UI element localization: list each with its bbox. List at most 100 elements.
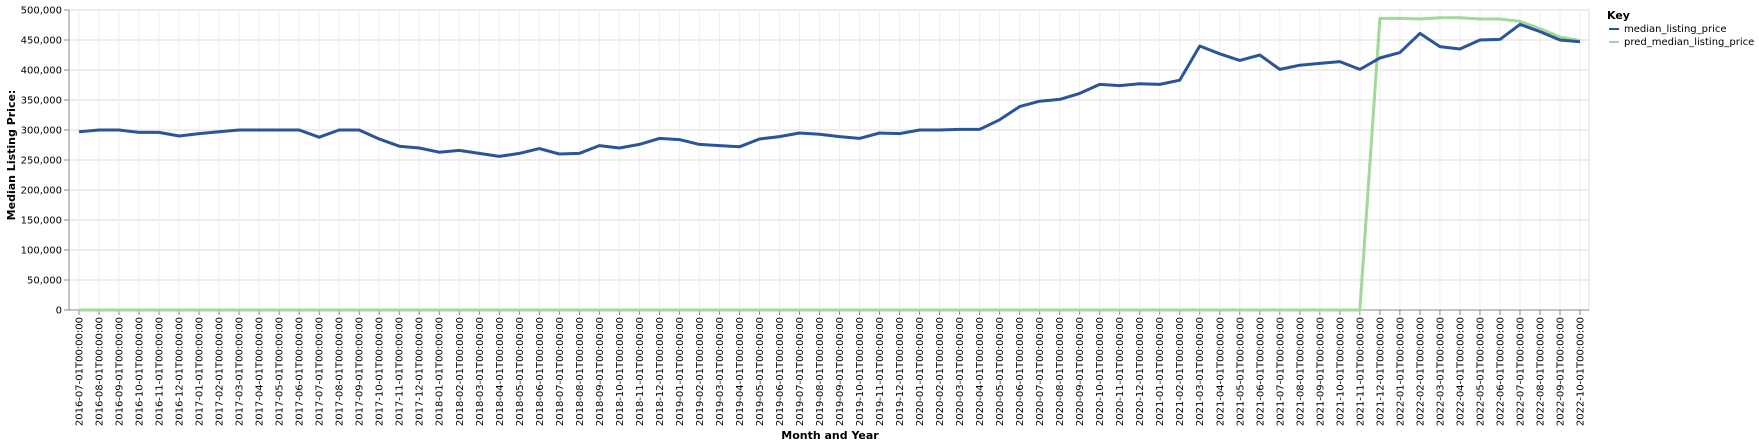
x-tick-label: 2020-02-01T00:00:00: [935, 317, 946, 426]
x-tick-label: 2016-11-01T00:00:00: [155, 317, 166, 426]
x-tick-label: 2018-09-01T00:00:00: [595, 317, 606, 426]
x-tick-label: 2017-01-01T00:00:00: [195, 317, 206, 426]
grid-lines: [68, 9, 1590, 311]
x-tick-label: 2018-10-01T00:00:00: [615, 317, 626, 426]
x-tick-label: 2020-11-01T00:00:00: [1115, 317, 1126, 426]
y-axis-title: Median Listing Price:: [5, 90, 18, 221]
x-tick-label: 2022-06-01T00:00:00: [1495, 317, 1506, 426]
x-tick-label: 2019-01-01T00:00:00: [675, 317, 686, 426]
x-tick-label: 2022-04-01T00:00:00: [1455, 317, 1466, 426]
x-tick-label: 2018-11-01T00:00:00: [635, 317, 646, 426]
x-tick-label: 2022-09-01T00:00:00: [1555, 317, 1566, 426]
x-axis-title: Month and Year: [781, 429, 879, 442]
x-tick-label: 2019-04-01T00:00:00: [735, 317, 746, 426]
x-tick-label: 2018-08-01T00:00:00: [575, 317, 586, 426]
y-tick-label: 350,000: [21, 96, 62, 107]
x-tick-label: 2018-06-01T00:00:00: [535, 317, 546, 426]
x-tick-label: 2021-11-01T00:00:00: [1355, 317, 1366, 426]
y-tick-label: 250,000: [21, 156, 62, 167]
x-tick-label: 2017-02-01T00:00:00: [215, 317, 226, 426]
x-tick-label: 2017-09-01T00:00:00: [355, 317, 366, 426]
legend: Key median_listing_price pred_median_list…: [1607, 9, 1754, 48]
x-tick-label: 2019-12-01T00:00:00: [895, 317, 906, 426]
x-tick-label: 2017-11-01T00:00:00: [395, 317, 406, 426]
x-tick-label: 2018-01-01T00:00:00: [435, 317, 446, 426]
x-tick-label: 2018-04-01T00:00:00: [495, 317, 506, 426]
x-tick-label: 2020-05-01T00:00:00: [995, 317, 1006, 426]
x-tick-label: 2016-07-01T00:00:00: [75, 317, 86, 426]
x-tick-label: 2019-08-01T00:00:00: [815, 317, 826, 426]
x-tick-label: 2016-09-01T00:00:00: [115, 317, 126, 426]
legend-label: pred_median_listing_price: [1624, 37, 1754, 48]
x-tick-label: 2017-06-01T00:00:00: [295, 317, 306, 426]
x-tick-label: 2017-08-01T00:00:00: [335, 317, 346, 426]
y-tick-label: 150,000: [21, 216, 62, 227]
x-tick-label: 2021-06-01T00:00:00: [1255, 317, 1266, 426]
y-tick-label: 500,000: [21, 6, 62, 17]
x-tick-label: 2019-09-01T00:00:00: [835, 317, 846, 426]
x-tick-label: 2017-07-01T00:00:00: [315, 317, 326, 426]
x-tick-label: 2018-02-01T00:00:00: [455, 317, 466, 426]
x-tick-label: 2021-10-01T00:00:00: [1335, 317, 1346, 426]
x-axis: 2016-07-01T00:00:00 2016-08-01T00:00:00 20…: [69, 309, 1589, 426]
legend-title: Key: [1607, 9, 1630, 22]
x-tick-label: 2018-12-01T00:00:00: [655, 317, 666, 426]
x-tick-label: 2020-12-01T00:00:00: [1135, 317, 1146, 426]
y-tick-label: 300,000: [21, 126, 62, 137]
y-tick-label: 50,000: [27, 276, 62, 287]
x-tick-label: 2019-05-01T00:00:00: [755, 317, 766, 426]
x-tick-label: 2020-08-01T00:00:00: [1055, 317, 1066, 426]
x-tick-label: 2021-07-01T00:00:00: [1275, 317, 1286, 426]
x-tick-label: 2019-06-01T00:00:00: [775, 317, 786, 426]
x-tick-label: 2017-04-01T00:00:00: [255, 317, 266, 426]
series-line-pred-median-listing-price: [79, 16, 1581, 312]
x-tick-label: 2020-09-01T00:00:00: [1075, 317, 1086, 426]
y-tick-label: 400,000: [21, 66, 62, 77]
x-tick-label: 2021-08-01T00:00:00: [1295, 317, 1306, 426]
x-tick-label: 2022-10-01T00:00:00: [1576, 317, 1587, 426]
x-tick-label: 2020-06-01T00:00:00: [1015, 317, 1026, 426]
series-lines: [78, 16, 1581, 312]
x-tick-label: 2020-04-01T00:00:00: [975, 317, 986, 426]
x-tick-label: 2016-10-01T00:00:00: [135, 317, 146, 426]
x-tick-label: 2022-07-01T00:00:00: [1515, 317, 1526, 426]
x-tick-label: 2019-11-01T00:00:00: [875, 317, 886, 426]
y-tick-label: 0: [56, 306, 62, 317]
x-tick-label: 2019-07-01T00:00:00: [795, 317, 806, 426]
x-tick-label: 2021-09-01T00:00:00: [1315, 317, 1326, 426]
x-tick-label: 2020-10-01T00:00:00: [1095, 317, 1106, 426]
y-tick-label: 450,000: [21, 36, 62, 47]
x-tick-label: 2019-02-01T00:00:00: [695, 317, 706, 426]
x-tick-label: 2021-02-01T00:00:00: [1175, 317, 1186, 426]
x-tick-label: 2021-01-01T00:00:00: [1155, 317, 1166, 426]
x-tick-label: 2017-03-01T00:00:00: [235, 317, 246, 426]
x-tick-label: 2017-05-01T00:00:00: [275, 317, 286, 426]
x-tick-label: 2021-05-01T00:00:00: [1235, 317, 1246, 426]
x-tick-label: 2020-03-01T00:00:00: [955, 317, 966, 426]
x-tick-label: 2018-03-01T00:00:00: [475, 317, 486, 426]
x-tick-label: 2017-12-01T00:00:00: [415, 317, 426, 426]
x-tick-label: 2022-03-01T00:00:00: [1435, 317, 1446, 426]
x-tick-label: 2022-01-01T00:00:00: [1395, 317, 1406, 426]
x-tick-label: 2020-01-01T00:00:00: [915, 317, 926, 426]
x-tick-label: 2016-12-01T00:00:00: [175, 317, 186, 426]
y-axis: 0 50,000 100,000 150,000 200,000 250,000 300,0…: [21, 6, 70, 317]
x-tick-label: 2020-07-01T00:00:00: [1035, 317, 1046, 426]
y-tick-label: 200,000: [21, 186, 62, 197]
x-tick-label: 2022-08-01T00:00:00: [1535, 317, 1546, 426]
y-tick-label: 100,000: [21, 246, 62, 257]
x-tick-label: 2021-03-01T00:00:00: [1195, 317, 1206, 426]
x-tick-label: 2021-04-01T00:00:00: [1215, 317, 1226, 426]
x-tick-label: 2018-07-01T00:00:00: [555, 317, 566, 426]
x-tick-label: 2019-03-01T00:00:00: [715, 317, 726, 426]
x-tick-label: 2019-10-01T00:00:00: [855, 317, 866, 426]
series-line-median-listing-price: [78, 22, 1581, 158]
x-tick-label: 2022-02-01T00:00:00: [1415, 317, 1426, 426]
x-tick-label: 2022-05-01T00:00:00: [1475, 317, 1486, 426]
x-tick-label: 2018-05-01T00:00:00: [515, 317, 526, 426]
x-tick-label: 2016-08-01T00:00:00: [95, 317, 106, 426]
x-tick-label: 2021-12-01T00:00:00: [1375, 317, 1386, 426]
x-tick-label: 2017-10-01T00:00:00: [375, 317, 386, 426]
legend-label: median_listing_price: [1624, 24, 1727, 35]
